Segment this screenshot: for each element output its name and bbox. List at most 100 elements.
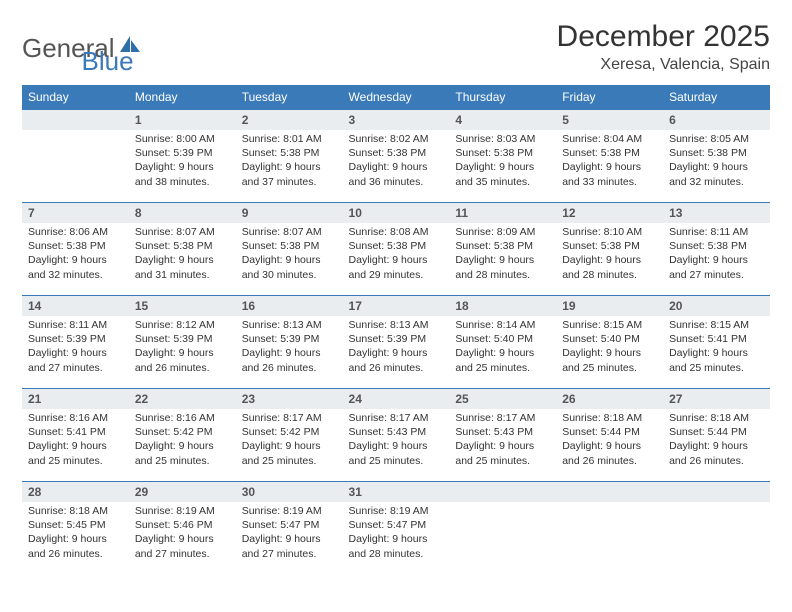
day2-text: and 35 minutes. <box>455 175 550 189</box>
day1-text: Daylight: 9 hours <box>28 253 123 267</box>
day-number: 14 <box>22 296 129 317</box>
day2-text: and 25 minutes. <box>349 454 444 468</box>
day2-text: and 25 minutes. <box>562 361 657 375</box>
day-number: 31 <box>343 482 450 503</box>
sunset-text: Sunset: 5:42 PM <box>242 425 337 439</box>
day-cell: Sunrise: 8:05 AMSunset: 5:38 PMDaylight:… <box>663 130 770 203</box>
day1-text: Daylight: 9 hours <box>349 346 444 360</box>
sunset-text: Sunset: 5:44 PM <box>562 425 657 439</box>
location-label: Xeresa, Valencia, Spain <box>557 56 770 74</box>
day1-text: Daylight: 9 hours <box>562 253 657 267</box>
sunrise-text: Sunrise: 8:18 AM <box>562 411 657 425</box>
day-number <box>556 482 663 503</box>
content-row: Sunrise: 8:11 AMSunset: 5:39 PMDaylight:… <box>22 316 770 389</box>
day2-text: and 25 minutes. <box>455 454 550 468</box>
day1-text: Daylight: 9 hours <box>455 439 550 453</box>
content-row: Sunrise: 8:06 AMSunset: 5:38 PMDaylight:… <box>22 223 770 296</box>
sunrise-text: Sunrise: 8:19 AM <box>135 504 230 518</box>
day-cell: Sunrise: 8:04 AMSunset: 5:38 PMDaylight:… <box>556 130 663 203</box>
day-number: 24 <box>343 389 450 410</box>
content-row: Sunrise: 8:00 AMSunset: 5:39 PMDaylight:… <box>22 130 770 203</box>
content-row: Sunrise: 8:16 AMSunset: 5:41 PMDaylight:… <box>22 409 770 482</box>
sunrise-text: Sunrise: 8:17 AM <box>349 411 444 425</box>
sunrise-text: Sunrise: 8:18 AM <box>28 504 123 518</box>
day-number: 26 <box>556 389 663 410</box>
sunset-text: Sunset: 5:38 PM <box>562 239 657 253</box>
day-number: 22 <box>129 389 236 410</box>
day1-text: Daylight: 9 hours <box>562 346 657 360</box>
sunset-text: Sunset: 5:45 PM <box>28 518 123 532</box>
dow-wed: Wednesday <box>343 85 450 110</box>
sunset-text: Sunset: 5:38 PM <box>349 239 444 253</box>
day-number: 25 <box>449 389 556 410</box>
day2-text: and 26 minutes. <box>562 454 657 468</box>
sunset-text: Sunset: 5:44 PM <box>669 425 764 439</box>
sunset-text: Sunset: 5:38 PM <box>455 239 550 253</box>
day2-text: and 33 minutes. <box>562 175 657 189</box>
day1-text: Daylight: 9 hours <box>349 439 444 453</box>
day-cell: Sunrise: 8:10 AMSunset: 5:38 PMDaylight:… <box>556 223 663 296</box>
sunrise-text: Sunrise: 8:07 AM <box>135 225 230 239</box>
day-cell: Sunrise: 8:18 AMSunset: 5:44 PMDaylight:… <box>556 409 663 482</box>
day-cell: Sunrise: 8:06 AMSunset: 5:38 PMDaylight:… <box>22 223 129 296</box>
day-cell: Sunrise: 8:16 AMSunset: 5:42 PMDaylight:… <box>129 409 236 482</box>
day-cell: Sunrise: 8:14 AMSunset: 5:40 PMDaylight:… <box>449 316 556 389</box>
dow-thu: Thursday <box>449 85 556 110</box>
day-cell <box>449 502 556 574</box>
sunrise-text: Sunrise: 8:13 AM <box>242 318 337 332</box>
sunrise-text: Sunrise: 8:11 AM <box>669 225 764 239</box>
day2-text: and 27 minutes. <box>242 547 337 561</box>
calendar-table: Sunday Monday Tuesday Wednesday Thursday… <box>22 85 770 574</box>
sunset-text: Sunset: 5:42 PM <box>135 425 230 439</box>
day-cell: Sunrise: 8:08 AMSunset: 5:38 PMDaylight:… <box>343 223 450 296</box>
day-cell: Sunrise: 8:19 AMSunset: 5:46 PMDaylight:… <box>129 502 236 574</box>
sunset-text: Sunset: 5:38 PM <box>669 146 764 160</box>
day-number: 9 <box>236 203 343 224</box>
day1-text: Daylight: 9 hours <box>455 160 550 174</box>
day1-text: Daylight: 9 hours <box>455 346 550 360</box>
sunset-text: Sunset: 5:40 PM <box>455 332 550 346</box>
day-number: 20 <box>663 296 770 317</box>
day-number: 11 <box>449 203 556 224</box>
day1-text: Daylight: 9 hours <box>669 253 764 267</box>
sunrise-text: Sunrise: 8:16 AM <box>135 411 230 425</box>
day1-text: Daylight: 9 hours <box>135 346 230 360</box>
day-cell: Sunrise: 8:13 AMSunset: 5:39 PMDaylight:… <box>236 316 343 389</box>
day2-text: and 26 minutes. <box>28 547 123 561</box>
sunrise-text: Sunrise: 8:09 AM <box>455 225 550 239</box>
day2-text: and 25 minutes. <box>242 454 337 468</box>
sunset-text: Sunset: 5:39 PM <box>349 332 444 346</box>
day2-text: and 27 minutes. <box>135 547 230 561</box>
sunrise-text: Sunrise: 8:02 AM <box>349 132 444 146</box>
day1-text: Daylight: 9 hours <box>242 160 337 174</box>
day-cell: Sunrise: 8:18 AMSunset: 5:44 PMDaylight:… <box>663 409 770 482</box>
page-header: General Blue December 2025 Xeresa, Valen… <box>22 20 770 77</box>
day-cell: Sunrise: 8:02 AMSunset: 5:38 PMDaylight:… <box>343 130 450 203</box>
day-cell: Sunrise: 8:19 AMSunset: 5:47 PMDaylight:… <box>343 502 450 574</box>
day-cell: Sunrise: 8:11 AMSunset: 5:39 PMDaylight:… <box>22 316 129 389</box>
day-number: 1 <box>129 110 236 131</box>
day-cell: Sunrise: 8:15 AMSunset: 5:40 PMDaylight:… <box>556 316 663 389</box>
day-cell: Sunrise: 8:16 AMSunset: 5:41 PMDaylight:… <box>22 409 129 482</box>
sunrise-text: Sunrise: 8:10 AM <box>562 225 657 239</box>
sunrise-text: Sunrise: 8:18 AM <box>669 411 764 425</box>
daynum-row: 123456 <box>22 110 770 131</box>
sunset-text: Sunset: 5:38 PM <box>455 146 550 160</box>
dow-row: Sunday Monday Tuesday Wednesday Thursday… <box>22 85 770 110</box>
sunrise-text: Sunrise: 8:12 AM <box>135 318 230 332</box>
sunrise-text: Sunrise: 8:07 AM <box>242 225 337 239</box>
day1-text: Daylight: 9 hours <box>242 253 337 267</box>
day1-text: Daylight: 9 hours <box>562 160 657 174</box>
day-number: 13 <box>663 203 770 224</box>
calendar-page: General Blue December 2025 Xeresa, Valen… <box>0 0 792 584</box>
day2-text: and 31 minutes. <box>135 268 230 282</box>
day-number <box>22 110 129 131</box>
sunset-text: Sunset: 5:39 PM <box>135 332 230 346</box>
sunrise-text: Sunrise: 8:05 AM <box>669 132 764 146</box>
day-cell <box>663 502 770 574</box>
day2-text: and 37 minutes. <box>242 175 337 189</box>
day-cell: Sunrise: 8:17 AMSunset: 5:42 PMDaylight:… <box>236 409 343 482</box>
day2-text: and 30 minutes. <box>242 268 337 282</box>
day-number <box>449 482 556 503</box>
sunrise-text: Sunrise: 8:00 AM <box>135 132 230 146</box>
